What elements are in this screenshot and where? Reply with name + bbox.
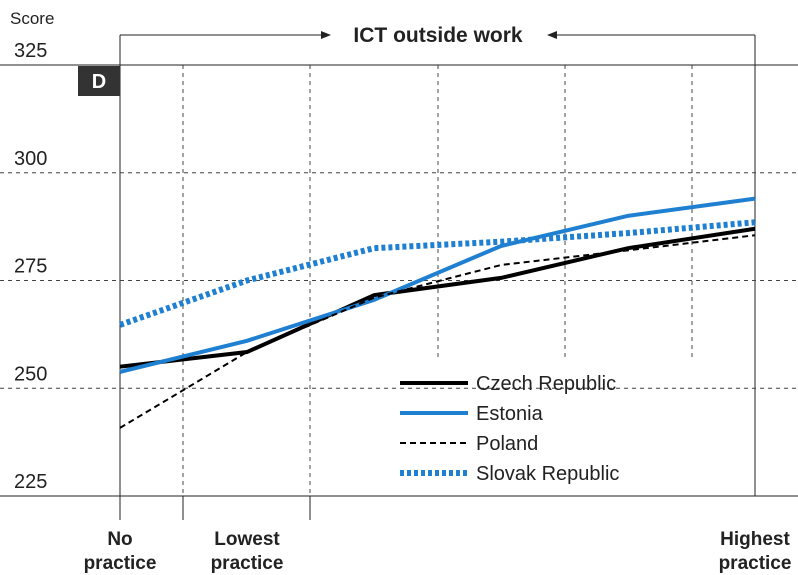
panel-label: D [92,71,106,93]
x-tick-label-line: Lowest [214,529,280,550]
y-tick-label: 225 [14,471,47,493]
y-axis-label: Score [10,9,54,28]
line-series [119,196,756,374]
line-series [119,234,756,429]
x-tick-label: Lowest practice [211,529,284,574]
x-tick-label-line: Highest [720,529,790,550]
x-tick-label-line: No [107,529,132,550]
x-tick-label-line: practice [84,553,157,574]
legend-label: Czech Republic [476,373,616,395]
x-tick-label: Highest practice [719,529,792,574]
y-tick-label: 275 [14,256,47,278]
legend-label: Slovak Republic [476,463,619,485]
chart-title: ICT outside work [353,24,523,47]
panel-box [78,66,120,96]
x-tick-label-line: practice [719,553,792,574]
frame [119,31,756,520]
y-tick-label: 300 [14,148,47,170]
y-tick-label: 325 [14,40,47,62]
x-tick-label-line: practice [211,553,284,574]
legend-label: Estonia [476,403,544,425]
line-series [119,226,756,369]
x-tick-label: No practice [84,529,157,574]
legend-label: Poland [476,433,538,455]
line-series [119,219,756,328]
y-tick-label: 250 [14,363,47,385]
